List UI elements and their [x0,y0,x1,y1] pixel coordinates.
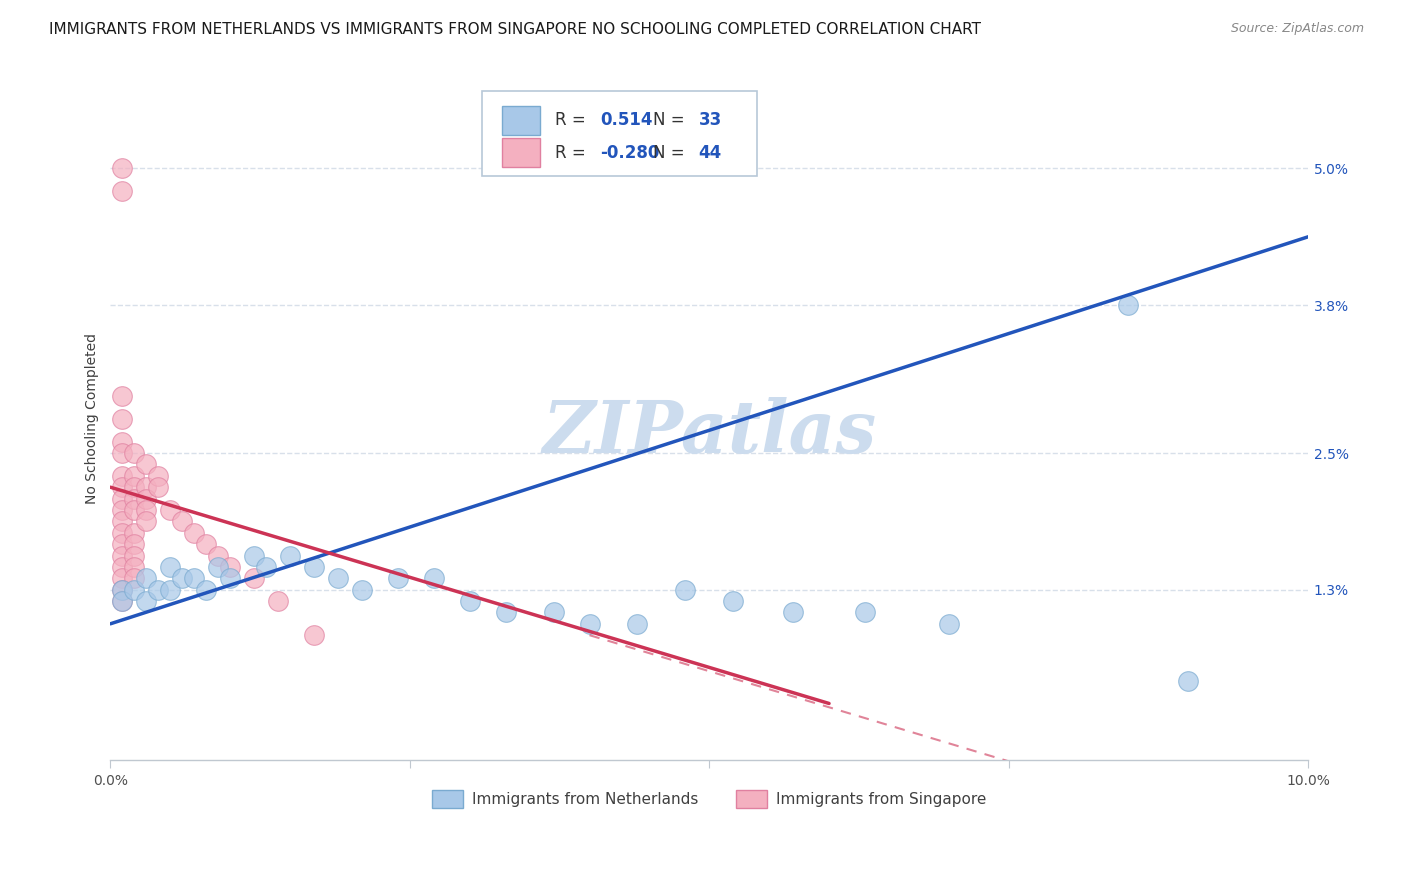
Point [124,468,146,483]
Point [111,434,134,449]
Text: R =: R = [555,144,585,161]
Point [111,184,134,198]
Point [124,480,146,494]
Point [148,468,170,483]
Point [135,458,157,472]
Point [111,537,134,551]
Point [782,606,804,620]
Point [243,549,266,563]
Point [172,514,194,528]
Point [111,594,134,608]
Point [111,525,134,540]
Point [135,594,157,608]
Point [111,582,134,597]
Point [124,525,146,540]
Point [111,582,134,597]
Point [111,412,134,426]
FancyBboxPatch shape [502,138,540,167]
Text: N =: N = [652,112,685,129]
FancyBboxPatch shape [482,91,758,177]
Point [111,549,134,563]
Point [1177,673,1199,688]
Point [278,549,301,563]
Point [124,503,146,517]
Point [673,582,696,597]
Point [159,503,181,517]
Point [124,549,146,563]
Point [135,514,157,528]
Point [938,616,960,631]
Point [578,616,600,631]
Point [723,594,745,608]
Point [135,571,157,585]
Point [111,503,134,517]
Text: ZIPatlas: ZIPatlas [543,397,876,468]
Point [853,606,876,620]
Point [458,594,481,608]
Point [172,571,194,585]
Point [111,446,134,460]
Point [135,480,157,494]
Point [124,582,146,597]
Point [111,594,134,608]
Text: R =: R = [555,112,585,129]
Point [423,571,446,585]
Point [302,560,325,574]
Point [159,560,181,574]
Text: IMMIGRANTS FROM NETHERLANDS VS IMMIGRANTS FROM SINGAPORE NO SCHOOLING COMPLETED : IMMIGRANTS FROM NETHERLANDS VS IMMIGRANT… [49,22,981,37]
Point [207,549,229,563]
Text: -0.280: -0.280 [600,144,659,161]
Point [111,468,134,483]
Point [207,560,229,574]
Point [124,491,146,506]
Point [543,606,565,620]
Point [183,525,205,540]
Point [148,582,170,597]
Point [111,480,134,494]
Text: N =: N = [652,144,685,161]
Point [159,582,181,597]
FancyBboxPatch shape [502,106,540,135]
Point [302,628,325,642]
Point [195,537,218,551]
Text: 33: 33 [699,112,721,129]
Point [111,571,134,585]
Point [111,514,134,528]
Point [124,446,146,460]
Point [326,571,349,585]
Point [111,389,134,403]
Text: Source: ZipAtlas.com: Source: ZipAtlas.com [1230,22,1364,36]
Point [1118,298,1140,312]
Point [148,480,170,494]
Point [267,594,290,608]
Point [495,606,517,620]
Point [387,571,409,585]
Point [243,571,266,585]
Point [124,560,146,574]
Point [219,571,242,585]
Legend: Immigrants from Netherlands, Immigrants from Singapore: Immigrants from Netherlands, Immigrants … [426,784,993,814]
Point [124,537,146,551]
Text: 44: 44 [699,144,721,161]
Point [111,161,134,176]
Point [183,571,205,585]
Point [135,491,157,506]
Point [111,560,134,574]
Point [626,616,648,631]
Point [124,571,146,585]
Y-axis label: No Schooling Completed: No Schooling Completed [86,334,100,504]
Point [350,582,373,597]
Text: 0.514: 0.514 [600,112,652,129]
Point [195,582,218,597]
Point [111,491,134,506]
Point [135,503,157,517]
Point [254,560,277,574]
Point [219,560,242,574]
